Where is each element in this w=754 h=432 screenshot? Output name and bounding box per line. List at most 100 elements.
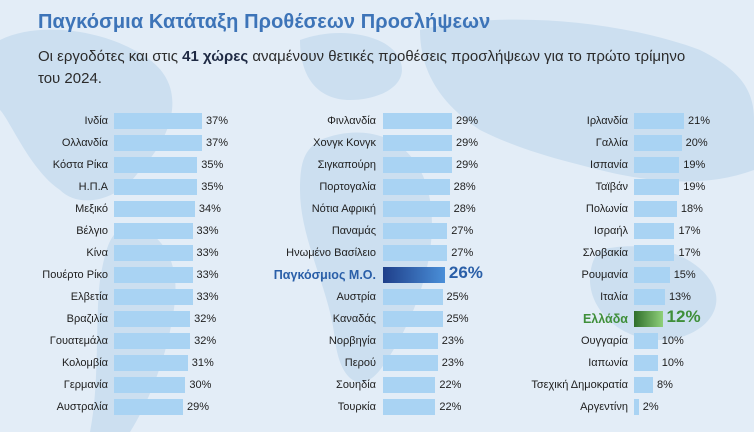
bar-label: Ελβετία bbox=[70, 291, 108, 303]
bar bbox=[634, 289, 665, 305]
bar bbox=[634, 157, 680, 173]
bar bbox=[114, 333, 191, 349]
bar-label: Ταϊβάν bbox=[595, 181, 628, 193]
bar-label: Βραζιλία bbox=[66, 313, 108, 325]
bar-value-label: 19% bbox=[683, 159, 706, 171]
bar-label: Σιγκαπούρη bbox=[317, 159, 376, 171]
bar-label: Πουέρτο Ρίκο bbox=[42, 269, 108, 281]
bar-value-label: 37% bbox=[206, 115, 229, 127]
bar-value-label: 33% bbox=[196, 291, 219, 303]
bar-label: Αυστρία bbox=[336, 291, 376, 303]
bar bbox=[114, 311, 191, 327]
bar-label: Γαλλία bbox=[595, 137, 628, 149]
bar-label: Σουηδία bbox=[336, 379, 376, 391]
bar bbox=[114, 223, 193, 239]
bar-label: Ρουμανία bbox=[581, 269, 628, 281]
bar-value-label: 25% bbox=[446, 313, 469, 325]
bar-value-label: 35% bbox=[201, 159, 224, 171]
bar-label: Γερμανία bbox=[63, 379, 108, 391]
bar-label: Ουγγαρία bbox=[581, 335, 628, 347]
bar bbox=[114, 289, 193, 305]
bar-value-label: 33% bbox=[196, 269, 219, 281]
bar bbox=[634, 355, 658, 371]
bar-value-label: 29% bbox=[456, 137, 479, 149]
bar bbox=[383, 311, 443, 327]
bar bbox=[634, 135, 682, 151]
bar-label: Κίνα bbox=[86, 247, 108, 259]
bar-value-label: 33% bbox=[196, 247, 219, 259]
bar-value-label: 29% bbox=[456, 115, 479, 127]
bar-value-label: 10% bbox=[661, 357, 684, 369]
bar bbox=[634, 399, 639, 415]
bar-label: Βέλγιο bbox=[76, 225, 108, 237]
bar bbox=[383, 223, 448, 239]
bar bbox=[634, 267, 670, 283]
bar-label: Χονγκ Κονγκ bbox=[313, 137, 376, 149]
subtitle-before: Οι εργοδότες και στις bbox=[38, 48, 183, 65]
bar-value-label: 8% bbox=[657, 379, 673, 391]
bar-value-label: 35% bbox=[201, 181, 224, 193]
bar bbox=[634, 311, 663, 327]
bar bbox=[383, 201, 450, 217]
bar-value-label: 25% bbox=[446, 291, 469, 303]
bar-value-label: 22% bbox=[439, 401, 462, 413]
bar-label: Σλοβακία bbox=[582, 247, 628, 259]
bar-label: Πορτογαλία bbox=[319, 181, 376, 193]
bar-label: Ιταλία bbox=[600, 291, 628, 303]
bar-value-label: 10% bbox=[661, 335, 684, 347]
subtitle-country-count: 41 χώρες bbox=[182, 48, 249, 65]
bar-value-label: 32% bbox=[194, 313, 217, 325]
bar-label: Μεξικό bbox=[75, 203, 108, 215]
bar-value-label: 15% bbox=[673, 269, 696, 281]
bar-label: Φινλανδία bbox=[327, 115, 376, 127]
bar-label: Παγκόσμιος Μ.Ο. bbox=[273, 268, 376, 282]
bar-label: Ιαπωνία bbox=[588, 357, 628, 369]
bar-value-label: 29% bbox=[187, 401, 210, 413]
bar-value-label: 33% bbox=[196, 225, 219, 237]
bar-label: Ισραήλ bbox=[593, 225, 628, 237]
bar bbox=[114, 201, 195, 217]
bar-value-label: 17% bbox=[678, 225, 701, 237]
bar-value-label: 27% bbox=[451, 225, 474, 237]
page-title: Παγκόσμια Κατάταξη Προθέσεων Προσλήψεων bbox=[38, 11, 491, 33]
bar bbox=[114, 135, 203, 151]
bar-label: Ηνωμένο Βασίλειο bbox=[286, 247, 376, 259]
bar-label: Πολωνία bbox=[585, 203, 628, 215]
subtitle-after: αναμένουν θετικές προθέσεις προσλήψεων γ… bbox=[38, 48, 686, 87]
bar bbox=[383, 355, 438, 371]
bar-value-label: 21% bbox=[687, 115, 710, 127]
bar-label: Ελλάδα bbox=[582, 312, 628, 326]
bar-value-label: 37% bbox=[206, 137, 229, 149]
bar-label: Παναμάς bbox=[331, 225, 376, 237]
bar bbox=[634, 377, 654, 393]
bar-value-label: 34% bbox=[198, 203, 221, 215]
bar-label: Αυστραλία bbox=[56, 401, 108, 413]
bar-label: Τσεχική Δημοκρατία bbox=[531, 379, 628, 391]
bar-label: Καναδάς bbox=[332, 313, 376, 325]
bar bbox=[634, 223, 675, 239]
bar-value-label: 27% bbox=[451, 247, 474, 259]
bar-value-label: 20% bbox=[685, 137, 708, 149]
bar bbox=[383, 157, 453, 173]
bar-value-label: 31% bbox=[191, 357, 214, 369]
bar-value-label: 30% bbox=[189, 379, 212, 391]
bar-label: Τουρκία bbox=[337, 401, 376, 413]
bar bbox=[383, 267, 445, 283]
bar bbox=[114, 157, 198, 173]
bar-label: Ιρλανδία bbox=[586, 115, 628, 127]
bar-value-label: 23% bbox=[441, 335, 464, 347]
bar-value-label: 17% bbox=[678, 247, 701, 259]
bar-value-label: 32% bbox=[194, 335, 217, 347]
bar bbox=[114, 377, 186, 393]
bar-value-label: 12% bbox=[666, 307, 701, 326]
bar bbox=[634, 113, 684, 129]
bar-label: Κολομβία bbox=[61, 357, 108, 369]
bar bbox=[114, 179, 198, 195]
bar bbox=[114, 355, 188, 371]
bar bbox=[634, 333, 658, 349]
bar bbox=[383, 179, 450, 195]
bar bbox=[383, 113, 453, 129]
bar-label: Νότια Αφρική bbox=[311, 203, 376, 215]
bar bbox=[383, 333, 438, 349]
bar-label: Γουατεμάλα bbox=[49, 335, 108, 347]
